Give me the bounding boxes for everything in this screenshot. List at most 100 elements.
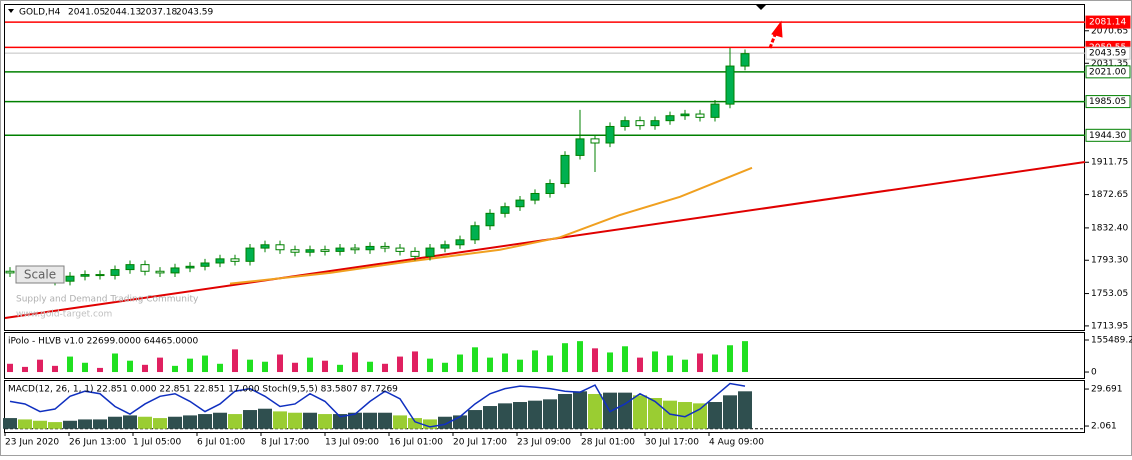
macd-title: MACD(12, 26, 1, 1) 22.851 0.000 22.851 2… xyxy=(8,385,398,395)
main-panel xyxy=(4,4,1085,331)
volume-bar xyxy=(637,357,643,373)
x-tick-label: 4 Aug 09:00 xyxy=(709,438,764,448)
watermark: Supply and Demand Trading Community xyxy=(16,295,199,305)
macd-bar xyxy=(3,418,17,429)
macd-bar xyxy=(363,412,377,429)
volume-bar xyxy=(7,363,13,373)
volume-bar xyxy=(337,364,343,373)
low: 2037.18 xyxy=(140,8,177,18)
x-tick-label: 16 Jul 01:00 xyxy=(389,438,443,448)
macd-bar xyxy=(648,398,662,429)
macd-bar xyxy=(738,391,752,429)
watermark-url: www.gold-target.com xyxy=(16,310,112,320)
volume-bar xyxy=(352,352,358,373)
macd-bar xyxy=(573,391,587,429)
x-tick-label: 8 Jul 17:00 xyxy=(261,438,310,448)
x-tick-label: 30 Jul 17:00 xyxy=(645,438,699,448)
volume-bar xyxy=(82,362,88,373)
y-tick-label: 2031.35 xyxy=(1091,59,1128,69)
scale-button[interactable] xyxy=(15,265,65,284)
x-tick-label: 23 Jul 09:00 xyxy=(517,438,571,448)
candle-body xyxy=(155,270,165,274)
volume-tick-label: 155489.25 xyxy=(1091,336,1132,346)
level-tag xyxy=(1085,95,1131,109)
candle-body xyxy=(470,225,480,241)
macd-bar xyxy=(48,422,62,429)
volume-title: iPolo - HLVB v1.0 22699.0000 64465.0000 xyxy=(8,337,199,347)
volume-bar xyxy=(667,355,673,373)
volume-bar xyxy=(547,355,553,373)
candle-body xyxy=(170,267,180,274)
volume-bar xyxy=(727,345,733,373)
macd-bar xyxy=(378,412,392,429)
candle-body xyxy=(395,247,405,252)
y-tick-label: 1872.65 xyxy=(1091,190,1128,200)
macd-bar xyxy=(393,415,407,429)
macd-bar xyxy=(618,392,632,429)
volume-bar xyxy=(382,363,388,373)
candle-body xyxy=(380,245,390,249)
macd-bar xyxy=(288,412,302,429)
candle-body xyxy=(635,120,645,127)
macd-bar xyxy=(153,418,167,429)
candle-body xyxy=(545,183,555,194)
y-tick-label: 1753.05 xyxy=(1091,289,1128,299)
candle-body xyxy=(275,244,285,251)
candle-body xyxy=(680,113,690,117)
candle-body xyxy=(185,265,195,269)
volume-bar xyxy=(487,357,493,373)
volume-bar xyxy=(22,366,28,373)
volume-bar xyxy=(172,365,178,373)
volume-bar xyxy=(412,351,418,373)
macd-bar xyxy=(468,410,482,429)
macd-bar xyxy=(198,414,212,429)
volume-bar xyxy=(142,364,148,373)
level-label: 1985.05 xyxy=(1089,97,1126,107)
candle-body xyxy=(65,275,75,282)
macd-bar xyxy=(723,395,737,429)
candle-body xyxy=(605,125,615,144)
candle-body xyxy=(590,138,600,144)
macd-bar xyxy=(108,416,122,429)
open: 2041.05 xyxy=(68,8,105,18)
volume-bar xyxy=(502,353,508,373)
level-tag xyxy=(1085,15,1131,29)
high: 2044.13 xyxy=(104,8,141,18)
candle-body xyxy=(125,264,135,271)
macd-bar xyxy=(528,400,542,429)
macd-tick-label: 29.691 xyxy=(1091,385,1123,395)
menu-arrow[interactable] xyxy=(8,9,14,13)
candle-body xyxy=(440,244,450,249)
candle-body xyxy=(260,244,270,249)
macd-bar xyxy=(588,393,602,429)
level-label: 2043.59 xyxy=(1089,49,1126,59)
volume-bar xyxy=(517,359,523,373)
x-tick-label: 26 Jun 13:00 xyxy=(69,438,126,448)
macd-bar xyxy=(138,416,152,429)
macd-bar xyxy=(543,399,557,429)
volume-bar xyxy=(112,353,118,373)
x-tick-label: 6 Jul 01:00 xyxy=(197,438,246,448)
macd-bar xyxy=(168,416,182,429)
macd-panel xyxy=(4,380,1085,433)
candle-body xyxy=(740,53,750,67)
candle-body xyxy=(230,258,240,262)
candle-body xyxy=(245,247,255,262)
y-tick-label: 1911.75 xyxy=(1091,158,1128,168)
level-label: 2081.14 xyxy=(1089,18,1126,28)
arrow xyxy=(768,20,783,49)
scale-button-label: Scale xyxy=(24,268,56,282)
volume-bar xyxy=(367,361,373,373)
volume-panel xyxy=(4,332,1085,379)
volume-bar xyxy=(427,358,433,373)
candle-body xyxy=(5,270,15,274)
volume-bar xyxy=(202,355,208,373)
volume-bar xyxy=(712,354,718,373)
level-label: 2021.00 xyxy=(1089,67,1126,77)
candle-body xyxy=(620,120,630,127)
level-tag xyxy=(1085,46,1131,60)
volume-bar xyxy=(292,362,298,373)
level-label: 1944.30 xyxy=(1089,131,1126,141)
macd-bar xyxy=(243,410,257,429)
